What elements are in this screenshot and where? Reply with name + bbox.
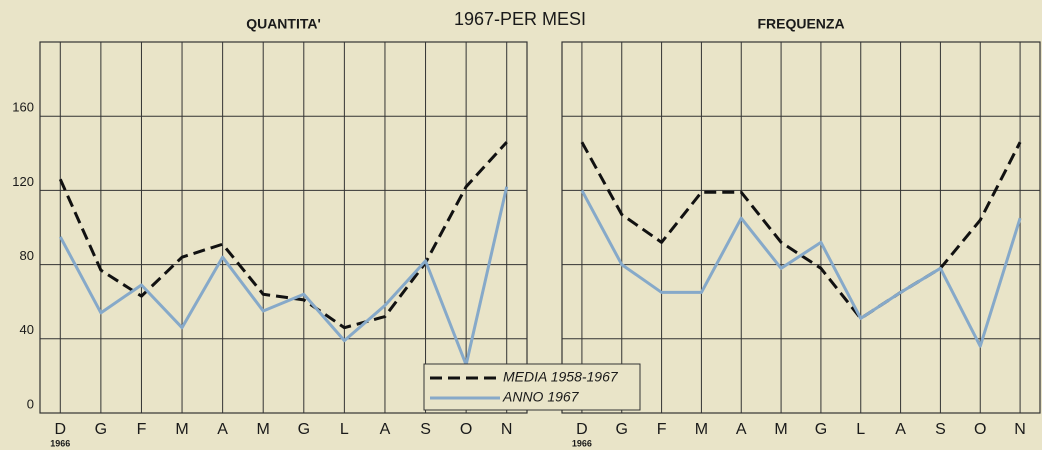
x-tick-label: M — [257, 421, 270, 438]
x-tick-label: G — [616, 421, 628, 438]
legend-label: MEDIA 1958-1967 — [503, 369, 619, 385]
x-tick-label: S — [935, 421, 946, 438]
data-line — [58, 141, 508, 330]
y-tick-label: 0 — [27, 396, 34, 411]
x-tick-label: M — [774, 421, 787, 438]
x-tick-label: L — [856, 421, 865, 438]
x-tick-label: M — [175, 421, 188, 438]
x-tick-label: O — [460, 421, 472, 438]
x-tick-label: N — [1014, 421, 1026, 438]
x-tick-label: F — [657, 421, 667, 438]
x-tick-label: A — [217, 421, 228, 438]
x-tick-label: G — [298, 421, 310, 438]
year-annotation: 1966 — [572, 438, 592, 448]
panel-title: FREQUENZA — [757, 16, 844, 32]
y-tick-label: 80 — [20, 248, 34, 263]
legend-box — [423, 363, 641, 411]
x-tick-label: M — [695, 421, 708, 438]
x-tick-label: N — [501, 421, 513, 438]
x-tick-label: A — [895, 421, 906, 438]
data-line — [58, 186, 509, 367]
y-tick-label: 120 — [12, 174, 34, 189]
data-line — [580, 189, 1022, 348]
x-tick-label: O — [974, 421, 986, 438]
x-tick-label: S — [420, 421, 431, 438]
x-tick-label: A — [736, 421, 747, 438]
x-tick-label: F — [137, 421, 147, 438]
x-tick-label: L — [340, 421, 349, 438]
panel-title: QUANTITA' — [246, 16, 321, 32]
x-tick-label: G — [815, 421, 827, 438]
x-tick-label: A — [380, 421, 391, 438]
chart-title: 1967-PER MESI — [454, 9, 586, 29]
y-tick-label: 40 — [20, 322, 34, 337]
y-tick-label: 160 — [12, 100, 34, 115]
year-annotation: 1966 — [50, 438, 70, 448]
legend-label: ANNO 1967 — [502, 389, 580, 405]
x-tick-label: D — [576, 421, 588, 438]
x-tick-label: D — [55, 421, 67, 438]
data-line — [580, 141, 1022, 320]
x-tick-label: G — [95, 421, 107, 438]
